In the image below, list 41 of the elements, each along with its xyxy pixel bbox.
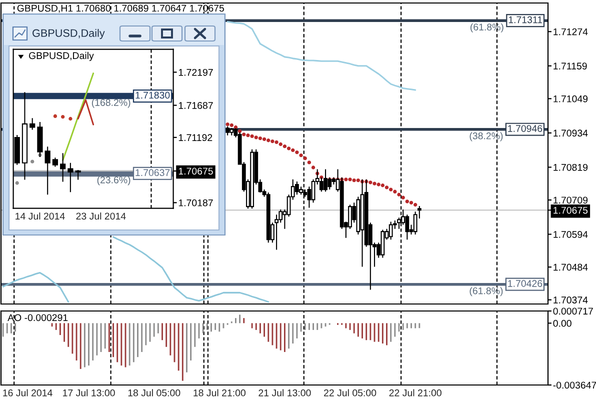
chart-title: AO -0.000291 (8, 314, 68, 322)
y-tick-label: 1.70594 (554, 230, 588, 238)
annotation: (61.8%) (470, 287, 503, 296)
x-tick-label: 18 Jul 21:00 (194, 389, 246, 396)
y-tick-label: 1.71159 (554, 62, 587, 70)
annotation: (168.2%) (92, 98, 130, 108)
y-tick-label: 1.71687 (178, 102, 213, 109)
chart-title: GBPUSD,H1 1.70680 1.70689 1.70647 1.70675 (17, 4, 224, 13)
y-tick-label: 1.71192 (178, 134, 212, 142)
y-tick-label: 1.70819 (554, 164, 588, 171)
annotation: (61.8%) (470, 23, 504, 32)
ref-line-label: 1.70637 (136, 169, 170, 176)
y-tick-label: 1.70374 (554, 296, 588, 304)
y-tick-label: -0.003647 (553, 382, 596, 389)
y-tick-label: 1.70187 (178, 199, 213, 206)
chart-subtitle: GBPUSD,Daily (28, 52, 94, 61)
y-tick-label: 1.71049 (554, 95, 588, 102)
x-tick-label: 18 Jul 05:00 (128, 389, 180, 396)
x-tick-label: 17 Jul 13:00 (63, 389, 115, 396)
ref-line-label: 1.71311 (508, 16, 542, 24)
x-tick-label: 22 Jul 21:00 (389, 389, 442, 396)
annotation: (38.2%) (470, 132, 503, 142)
x-tick-label: 16 Jul 2014 (3, 389, 52, 396)
y-tick-label: 0.00 (553, 320, 572, 327)
x-tick-label: 14 Jul 2014 (16, 212, 65, 220)
y-tick-label: 0.000717 (553, 308, 593, 315)
ref-line-label: 1.70946 (508, 125, 542, 132)
ref-line-label: 1.70426 (508, 280, 542, 287)
x-tick-label: 23 Jul 2014 (76, 212, 126, 220)
y-tick-label: 1.70484 (554, 264, 588, 271)
y-tick-label: 1.71274 (554, 28, 588, 36)
x-tick-label: 21 Jul 13:00 (258, 389, 311, 396)
y-tick-label: 1.72197 (178, 68, 213, 76)
annotation: (23.6%) (97, 176, 130, 186)
chart-title: GBPUSD,Daily (32, 28, 105, 40)
ref-line-label: 1.71830 (136, 92, 170, 99)
y-tick-label: 1.70709 (554, 196, 588, 204)
y-tick-label: 1.70675 (178, 168, 213, 175)
x-tick-label: 22 Jul 05:00 (324, 389, 376, 396)
y-tick-label: 1.70934 (554, 130, 588, 137)
y-tick-label: 1.70675 (554, 206, 588, 214)
